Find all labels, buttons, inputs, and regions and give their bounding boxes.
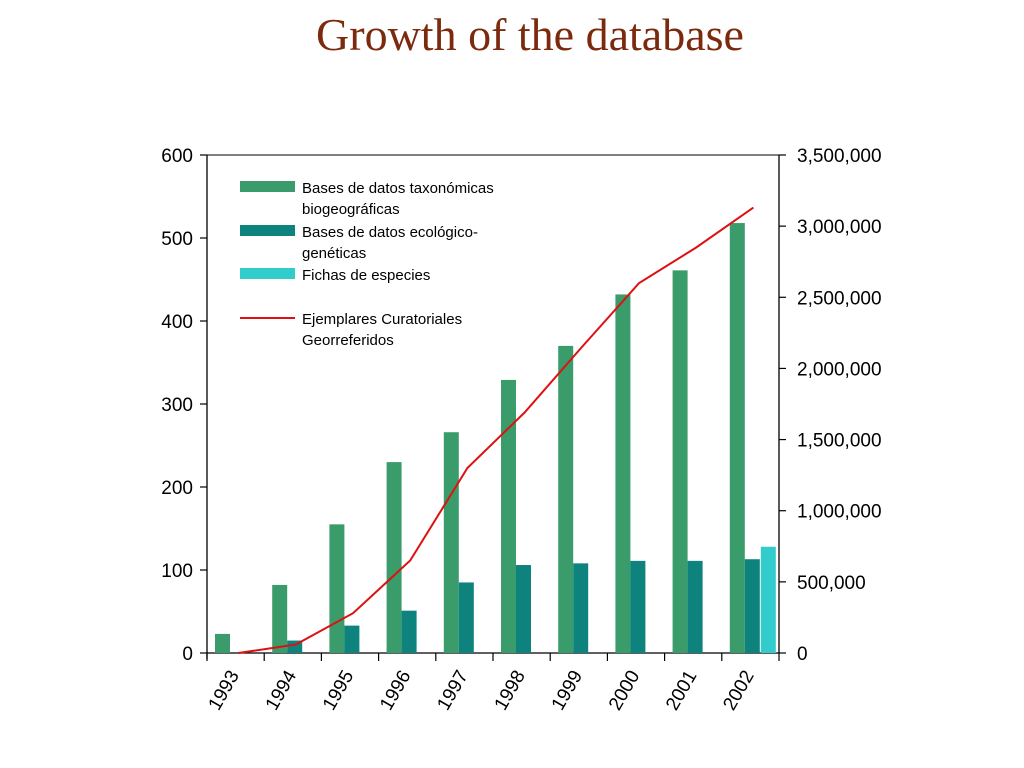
x-tick-label: 1998: [491, 667, 530, 714]
bar-1996-s1: [386, 462, 402, 653]
x-tick-label: 2000: [605, 667, 644, 714]
bar-2001-s2: [687, 560, 703, 653]
legend-label-4: Ejemplares Curatoriales: [302, 311, 462, 328]
bar-1999-s2: [573, 563, 589, 653]
y-left-tick-label: 0: [182, 644, 193, 665]
bar-2002-s3: [760, 546, 776, 653]
slide-title: Growth of the database: [316, 9, 744, 60]
bar-1998-s1: [501, 379, 516, 653]
y-right-tick-label: 0: [797, 644, 808, 665]
x-tick-label: 1996: [376, 667, 415, 714]
y-left-tick-label: 400: [161, 312, 193, 333]
y-left-tick-label: 200: [161, 478, 193, 499]
line-series: [238, 206, 754, 654]
legend-label-2: Bases de datos ecológico-: [302, 224, 478, 241]
bar-1999-s1: [558, 345, 574, 653]
y-left-tick-label: 300: [161, 395, 193, 416]
bar-2002-s2: [744, 559, 760, 653]
legend-swatch-3: [240, 268, 295, 279]
line-ejemplares: [238, 206, 754, 654]
x-tick-label: 2001: [662, 667, 701, 714]
x-tick-label: 1999: [548, 667, 587, 714]
y-left-tick-label: 500: [161, 229, 193, 250]
bar-1995-s2: [344, 625, 360, 653]
legend-label-3: Fichas de especies: [302, 267, 430, 284]
legend-label-2: genéticas: [302, 245, 366, 262]
bar-1998-s2: [516, 565, 531, 653]
bar-1993-s1: [215, 633, 230, 653]
x-tick-label: 1994: [262, 667, 302, 714]
x-tick-label: 1995: [319, 667, 358, 714]
legend-label-4: Georreferidos: [302, 332, 394, 349]
bar-1996-s2: [401, 610, 417, 653]
legend-label-1: biogeográficas: [302, 201, 400, 218]
bar-2001-s1: [672, 270, 688, 653]
y-right-tick-label: 2,500,000: [797, 288, 882, 309]
x-tick-label: 2002: [719, 667, 758, 714]
x-tick-label: 1997: [433, 667, 472, 714]
bar-2000-s2: [630, 560, 646, 653]
y-right-tick-label: 1,500,000: [797, 431, 882, 452]
y-left-tick-label: 100: [161, 561, 193, 582]
y-right-tick-label: 1,000,000: [797, 502, 882, 523]
bar-1997-s1: [443, 432, 459, 653]
legend-label-1: Bases de datos taxonómicas: [302, 180, 494, 197]
y-right-tick-label: 500,000: [797, 573, 866, 594]
y-left-tick-label: 600: [161, 146, 193, 167]
axes: [200, 154, 786, 661]
bar-1997-s2: [458, 582, 474, 653]
bar-1995-s1: [329, 524, 345, 653]
bars: [215, 223, 776, 653]
x-tick-label: 1993: [205, 667, 244, 714]
y-right-tick-label: 3,500,000: [797, 146, 882, 167]
legend-swatch-2: [240, 225, 295, 236]
bar-2002-s1: [729, 223, 745, 653]
bar-1994-s1: [272, 584, 288, 653]
y-right-tick-label: 2,000,000: [797, 359, 882, 380]
y-right-tick-label: 3,000,000: [797, 217, 882, 238]
legend-swatch-1: [240, 181, 295, 192]
legend: Bases de datos taxonómicas biogeográficas…: [240, 180, 494, 349]
bar-2000-s1: [615, 294, 631, 653]
